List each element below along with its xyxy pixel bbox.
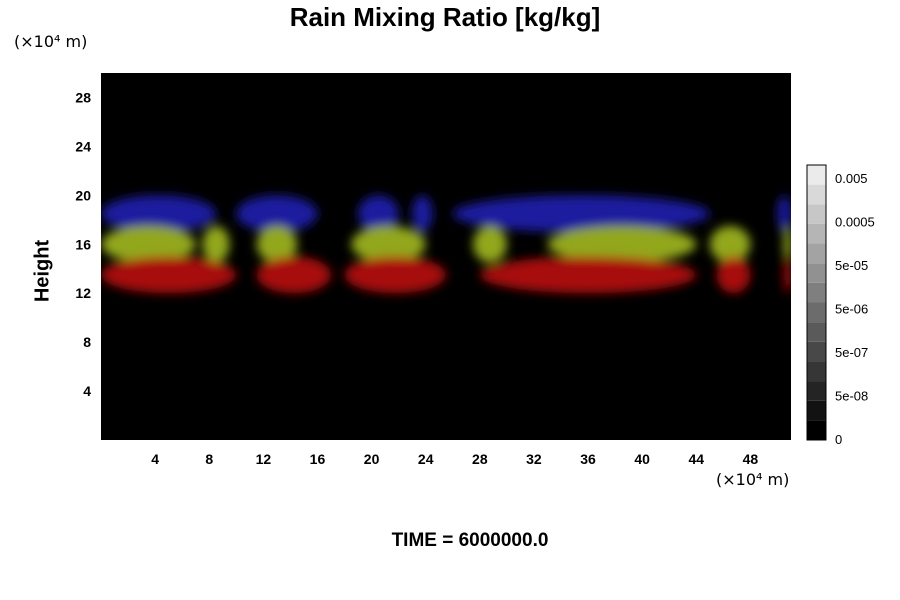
colorbar-segment (807, 243, 826, 264)
heatmap-blob-1-7 (783, 225, 791, 263)
colorbar-segment (807, 400, 826, 421)
colorbar-tick-label: 5e-07 (835, 345, 868, 360)
y-tick-label: 8 (83, 334, 91, 350)
x-tick-label: 36 (580, 451, 596, 467)
heatmap-blob-1-6 (709, 225, 751, 263)
x-tick-label: 4 (151, 451, 159, 467)
heatmap-blob-1-1 (202, 225, 230, 263)
y-tick-label: 28 (75, 89, 91, 105)
colorbar-tick-label: 0.005 (835, 171, 868, 186)
plot-area (101, 73, 791, 440)
heatmap-blob-0-2 (358, 195, 399, 233)
x-axis-unit: (×10⁴ m) (716, 470, 790, 489)
x-tick-label: 40 (634, 451, 650, 467)
colorbar-border (806, 164, 827, 441)
colorbar-segment (807, 263, 826, 283)
x-tick-label: 48 (743, 451, 759, 467)
x-tick-label: 44 (689, 451, 705, 467)
heatmap-blob-2-0 (101, 256, 237, 294)
y-axis-unit: (×10⁴ m) (14, 32, 88, 51)
x-tick-label: 12 (256, 451, 272, 467)
heatmap-blob-1-2 (256, 225, 298, 263)
heatmap-blob-0-4 (452, 195, 710, 233)
time-label: TIME = 6000000.0 (391, 530, 549, 551)
colorbar-segment (807, 361, 826, 382)
colorbar-segment (807, 223, 826, 244)
x-tick-label: 20 (364, 451, 380, 467)
colorbar-segment (807, 184, 826, 205)
heatmap-blob-1-0 (101, 225, 196, 263)
x-tick-label: 28 (472, 451, 488, 467)
colorbar-segment (807, 381, 826, 401)
colorbar-segment (807, 420, 826, 440)
colorbar-segment (807, 341, 826, 362)
colorbar-tick-label: 5e-06 (835, 302, 868, 317)
colorbar-tick-label: 0.0005 (835, 215, 875, 230)
y-tick-label: 12 (75, 285, 91, 301)
heatmap-blob-0-5 (777, 195, 791, 233)
heatmap-blob-0-1 (236, 195, 318, 233)
colorbar-tick-label: 5e-08 (835, 389, 868, 404)
colorbar-segment (807, 165, 826, 185)
heatmap-blob-1-3 (351, 225, 426, 263)
heatmap-blob-2-5 (783, 256, 791, 294)
heatmap-blob-2-4 (716, 256, 751, 294)
colorbar-tick-label: 0 (835, 432, 842, 447)
colorbar-tick-label: 5e-05 (835, 258, 868, 273)
y-tick-label: 24 (75, 138, 91, 154)
colorbar-segment (807, 322, 826, 342)
y-tick-label: 20 (75, 187, 91, 203)
x-tick-label: 24 (418, 451, 434, 467)
heatmap-blob-0-0 (101, 195, 216, 233)
heatmap-blob-2-3 (479, 256, 697, 294)
y-tick-label: 16 (75, 236, 91, 252)
x-tick-label: 16 (310, 451, 326, 467)
x-tick-label: 32 (526, 451, 542, 467)
heatmap-blob-1-4 (473, 225, 507, 263)
heatmap-blob-2-1 (256, 256, 332, 294)
x-tick-label: 8 (205, 451, 213, 467)
colorbar-segment (807, 302, 826, 323)
heatmap-blob-2-2 (344, 256, 446, 294)
heatmap-blob-1-5 (547, 225, 697, 263)
colorbar-segment (807, 204, 826, 224)
heatmap-blob-0-3 (412, 195, 433, 233)
chart-title: Rain Mixing Ratio [kg/kg] (289, 2, 601, 32)
y-tick-label: 4 (83, 383, 91, 399)
colorbar-segment (807, 282, 826, 303)
